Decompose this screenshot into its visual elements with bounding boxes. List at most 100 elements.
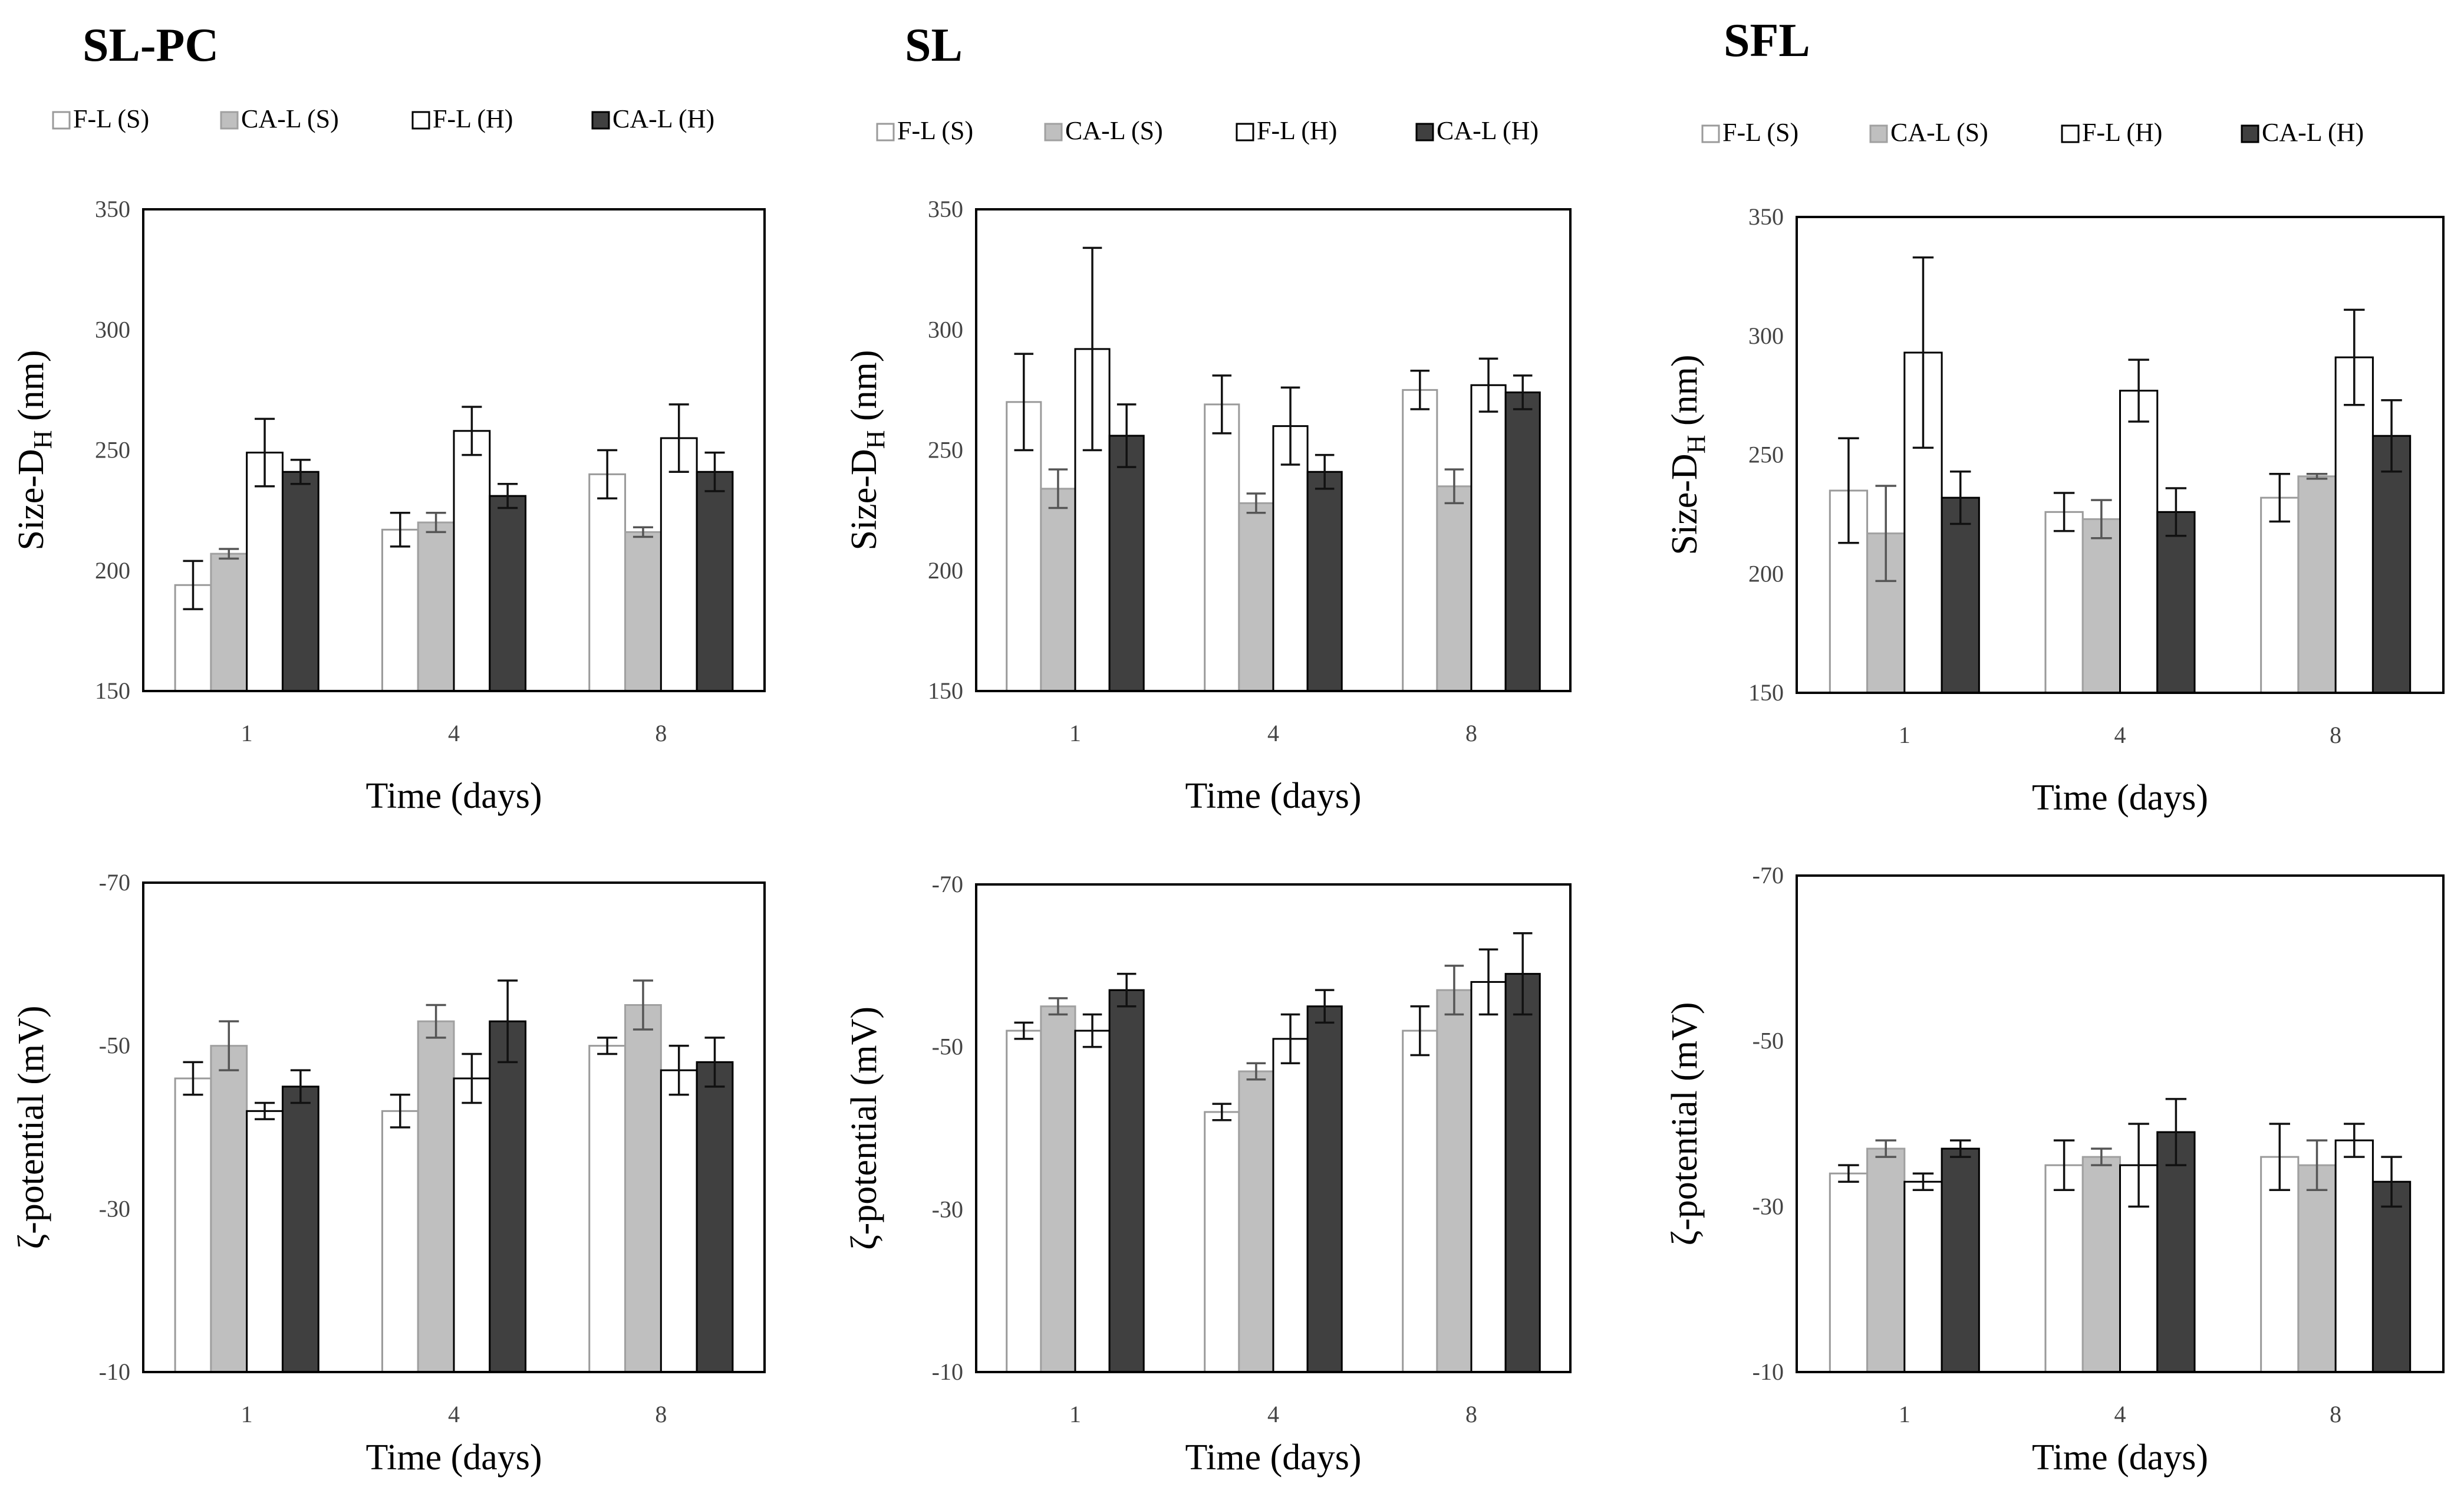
legend-label: CA-L (H)	[612, 104, 714, 133]
error-bar	[2165, 487, 2187, 537]
bar-ca-l-s-day-8	[624, 531, 662, 692]
chart-sl-size: 150 200 250 300 350 1 4 8 Time (days) Size-DH (nm…	[844, 196, 1572, 816]
bar-ca-l-s-day-1	[1866, 1147, 1906, 1373]
panel-title-sfl: SFL	[1724, 15, 1810, 67]
error-bar	[1444, 468, 1464, 505]
x-tick-label: 1	[1899, 722, 1910, 748]
bar-f-l-s-day-4	[2044, 1164, 2084, 1373]
bar-f-l-h-day-8	[1470, 981, 1507, 1373]
error-bar	[1912, 1172, 1934, 1192]
error-bar	[704, 451, 725, 492]
bar-f-l-s-day-8	[588, 1045, 627, 1373]
plot-frame	[1796, 216, 2445, 694]
y-tick-label: 300	[95, 316, 130, 343]
bar-ca-l-h-day-8	[1504, 391, 1541, 692]
bar-ca-l-s-day-4	[2081, 518, 2122, 694]
bar-ca-l-h-day-1	[1108, 435, 1145, 692]
error-bar	[1116, 403, 1137, 468]
bar-f-l-s-day-4	[381, 528, 419, 692]
x-axis-label: Time (days)	[365, 1438, 542, 1478]
y-tick-label: -70	[932, 871, 963, 897]
bar-f-l-s-day-4	[1204, 1111, 1240, 1373]
bar-f-l-h-day-4	[453, 1077, 491, 1373]
bar-ca-l-h-day-1	[1108, 989, 1145, 1373]
error-bar	[1513, 932, 1533, 1016]
bar-f-l-h-day-4	[2119, 390, 2159, 694]
error-bar	[2381, 399, 2402, 473]
bar-f-l-h-day-8	[2334, 356, 2374, 694]
x-tick-label: 4	[448, 1401, 460, 1427]
legend-label: F-L (H)	[1257, 116, 1337, 145]
legend-label: F-L (S)	[1722, 118, 1798, 147]
legend-sl-pc: F-L (S) CA-L (S) F-L (H) CA-L (H)	[52, 104, 714, 133]
error-bar	[1212, 1103, 1232, 1121]
x-axis-label: Time (days)	[1185, 1438, 1361, 1478]
y-tick-label: 350	[928, 196, 963, 222]
y-tick-label: 250	[928, 437, 963, 463]
y-axis-label: ζ-potential (mV)	[11, 1005, 51, 1249]
bar-ca-l-s-day-8	[624, 1004, 662, 1373]
y-tick-label: -50	[1753, 1028, 1784, 1054]
legend-sl: F-L (S) CA-L (S) F-L (H) CA-L (H)	[876, 116, 1539, 145]
bar-f-l-s-day-8	[2260, 1156, 2300, 1373]
error-bar	[2165, 1098, 2187, 1166]
error-bar	[668, 1044, 689, 1096]
error-bar	[1410, 369, 1430, 410]
x-tick-label: 4	[2114, 1401, 2126, 1427]
bar-ca-l-s-day-4	[417, 521, 455, 692]
chart-sfl-zeta: -10 -30 -50 -70 1 4 8 Time (days) ζ-potential (m…	[1665, 862, 2445, 1478]
error-bar	[597, 1037, 618, 1055]
error-bar	[1116, 972, 1137, 1008]
error-bar	[390, 511, 410, 548]
bar-ca-l-s-day-8	[1436, 485, 1473, 692]
error-bar	[2269, 1123, 2290, 1192]
y-axis-label: ζ-potential (mV)	[844, 1006, 884, 1250]
legend-swatch	[1869, 124, 1888, 143]
bar-ca-l-s-day-8	[2297, 1164, 2337, 1373]
bar-f-l-s-day-4	[1204, 403, 1240, 692]
bar-f-l-h-day-1	[1903, 1180, 1943, 1373]
bar-ca-l-s-day-4	[417, 1020, 455, 1373]
bar-f-l-h-day-8	[660, 1069, 698, 1373]
y-tick-label: -10	[1753, 1358, 1784, 1385]
legend-label: CA-L (S)	[241, 104, 339, 133]
error-bar	[2381, 1156, 2402, 1208]
x-axis-label: Time (days)	[365, 776, 542, 816]
error-bar	[426, 511, 446, 534]
error-bar	[2269, 473, 2290, 523]
x-tick-label: 8	[2330, 1401, 2341, 1427]
y-tick-label: 350	[95, 196, 130, 222]
error-bar	[597, 449, 618, 499]
y-tick-label: 200	[1748, 560, 1784, 587]
bar-ca-l-s-day-8	[1436, 989, 1473, 1373]
bar-f-l-s-day-4	[2044, 511, 2084, 694]
bar-ca-l-s-day-1	[210, 552, 248, 692]
plot-frame	[975, 208, 1572, 692]
legend-swatch	[591, 111, 610, 130]
bar-ca-l-s-day-1	[210, 1045, 248, 1373]
bar-ca-l-h-day-4	[1306, 1005, 1343, 1373]
x-tick-label: 1	[1069, 1401, 1081, 1427]
y-tick-label: -30	[99, 1195, 130, 1222]
legend-swatch	[220, 111, 239, 130]
y-tick-label: -30	[932, 1196, 963, 1222]
x-tick-label: 8	[655, 1401, 667, 1427]
chart-sl-zeta: -10 -30 -50 -70 1 4 8 Time (days) ζ-potential (m…	[844, 871, 1572, 1478]
legend-swatch	[1701, 124, 1720, 143]
legend-swatch	[1044, 123, 1063, 142]
y-tick-label: -70	[99, 869, 130, 896]
error-bar	[1478, 357, 1498, 413]
error-bar	[1838, 1164, 1859, 1183]
bar-ca-l-h-day-8	[696, 1061, 734, 1373]
legend-label: F-L (S)	[73, 104, 149, 133]
bar-ca-l-s-day-4	[1238, 1070, 1274, 1373]
error-bar	[1444, 965, 1464, 1016]
y-tick-label: -50	[932, 1034, 963, 1060]
error-bar	[1280, 386, 1300, 466]
error-bar	[1246, 492, 1266, 514]
y-tick-label: 300	[1748, 323, 1784, 349]
bar-f-l-s-day-1	[174, 1077, 212, 1373]
bar-f-l-h-day-1	[246, 452, 284, 692]
bar-ca-l-h-day-1	[281, 1085, 319, 1373]
y-tick-label: 250	[95, 437, 130, 463]
